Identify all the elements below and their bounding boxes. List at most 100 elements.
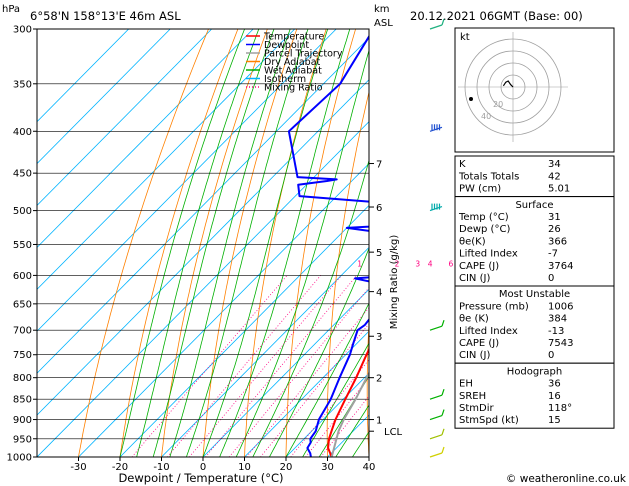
- index-value: 0: [548, 273, 554, 284]
- index-value: 5.01: [548, 184, 570, 195]
- index-value: -13: [548, 326, 564, 337]
- index-label: θe(K): [459, 236, 486, 247]
- series-parcel-trajectory: [330, 371, 369, 457]
- index-label: EH: [459, 379, 473, 390]
- mixing-ratio-line: [246, 306, 369, 457]
- index-label: θe (K): [459, 314, 489, 325]
- legend-label: Mixing Ratio: [264, 83, 323, 94]
- dry-adiabat-line: [366, 314, 369, 457]
- hodograph-indices-box: [454, 362, 615, 429]
- altitude-tick-label: 3: [376, 332, 382, 343]
- temperature-tick-label: -30: [70, 462, 86, 473]
- wind-barb-shaft: [429, 414, 443, 421]
- hodograph-panel: [454, 27, 615, 153]
- temperature-tick-label: -10: [153, 462, 169, 473]
- index-value: 31: [548, 212, 561, 223]
- index-value: 16: [548, 391, 561, 402]
- wind-barb-flag: [441, 446, 445, 454]
- most-unstable-box: [454, 285, 615, 364]
- footer-credit: © weatheronline.co.uk: [506, 473, 627, 485]
- wet-adiabat-line: [302, 342, 369, 457]
- temperature-tick-label: -20: [112, 462, 128, 473]
- isotherm-line: [161, 246, 369, 457]
- mixing-ratio-label: 2: [395, 259, 400, 268]
- index-label: Totals Totals: [458, 171, 519, 182]
- index-value: 42: [548, 171, 561, 182]
- wind-barb-flag: [441, 18, 445, 26]
- index-label: CIN (J): [459, 273, 490, 284]
- pressure-tick-label: 450: [13, 169, 32, 180]
- index-value: 7543: [548, 338, 573, 349]
- pressure-tick-label: 1000: [7, 453, 32, 464]
- wind-barb-flag: [441, 320, 445, 327]
- legend-label: Dry Adiabat: [264, 57, 321, 68]
- index-label: Lifted Index: [459, 249, 518, 260]
- index-value: -7: [548, 249, 558, 260]
- isotherm-line: [37, 29, 213, 207]
- index-label: CAPE (J): [459, 261, 499, 272]
- wind-barb-flag: [441, 389, 445, 396]
- pressure-tick-label: 900: [13, 415, 32, 426]
- temperature-tick-label: 20: [280, 462, 293, 473]
- most-unstable-box-title: Most Unstable: [499, 289, 570, 300]
- index-label: Temp (°C): [458, 212, 509, 223]
- asl-unit-label: ASL: [374, 18, 393, 29]
- isotherm-line: [285, 372, 369, 457]
- hodograph-ring-label: 20: [493, 100, 503, 109]
- pressure-tick-label: 600: [13, 271, 32, 282]
- wind-barb-shaft: [429, 394, 443, 400]
- profile-lines: [287, 34, 369, 457]
- altitude-tick-label: 6: [376, 203, 382, 214]
- mixing-ratio-line: [167, 275, 322, 457]
- basic-indices-box: [454, 155, 615, 198]
- wind-barb-shaft: [429, 452, 443, 458]
- temperature-tick-label: 40: [363, 462, 376, 473]
- index-label: CAPE (J): [459, 338, 499, 349]
- temperature-tick-label: 10: [238, 462, 251, 473]
- index-value: 384: [548, 314, 567, 325]
- mixing-ratio-label: 3: [415, 259, 420, 268]
- hodograph-point: [469, 97, 473, 101]
- pressure-tick-label: 650: [13, 299, 32, 310]
- dry-adiabat-line: [616, 29, 629, 457]
- hodograph-trace: [502, 80, 514, 88]
- pressure-tick-label: 750: [13, 350, 32, 361]
- index-label: StmSpd (kt): [459, 415, 519, 426]
- isotherm-line: [37, 29, 296, 290]
- temperature-tick-label: 0: [200, 462, 206, 473]
- index-label: Pressure (mb): [459, 301, 529, 312]
- legend-label: Isotherm: [264, 74, 306, 85]
- series-dewpoint: [287, 34, 369, 457]
- isotherm-line: [37, 29, 254, 248]
- isotherm-line: [37, 29, 130, 123]
- pressure-tick-label: 350: [13, 79, 32, 90]
- mixing-ratio-axis-title: Mixing Ratio (g/kg): [389, 235, 400, 330]
- hodograph-indices-box-title: Hodograph: [507, 366, 562, 377]
- wind-barb-shaft: [429, 325, 443, 331]
- index-value: 118°: [548, 403, 572, 414]
- lcl-label: LCL: [384, 427, 403, 438]
- isotherm-line: [37, 29, 171, 165]
- isotherm-line: [244, 330, 369, 457]
- wind-barb-shaft: [429, 24, 443, 30]
- pressure-tick-label: 550: [13, 240, 32, 251]
- datetime-title: 20.12.2021 06GMT (Base: 00): [410, 9, 583, 23]
- indices-table: K 34 Totals Totals 42 PW (cm) 5.01 Surface Temp…: [454, 155, 615, 429]
- dry-adiabat-line: [406, 29, 444, 457]
- pressure-tick-label: 400: [13, 127, 32, 138]
- index-label: Dewp (°C): [459, 224, 510, 235]
- surface-box: [454, 196, 615, 287]
- mixing-ratio-label: 6: [449, 259, 454, 268]
- mixing-ratio-line: [131, 275, 288, 457]
- altitude-tick-label: 1: [376, 416, 382, 427]
- background-lines: [37, 29, 629, 457]
- altitude-tick-label: 2: [376, 374, 382, 385]
- index-label: K: [459, 159, 466, 170]
- index-label: StmDir: [459, 403, 494, 414]
- index-value: 3764: [548, 261, 573, 272]
- index-label: PW (cm): [459, 184, 501, 195]
- pressure-tick-label: 500: [13, 206, 32, 217]
